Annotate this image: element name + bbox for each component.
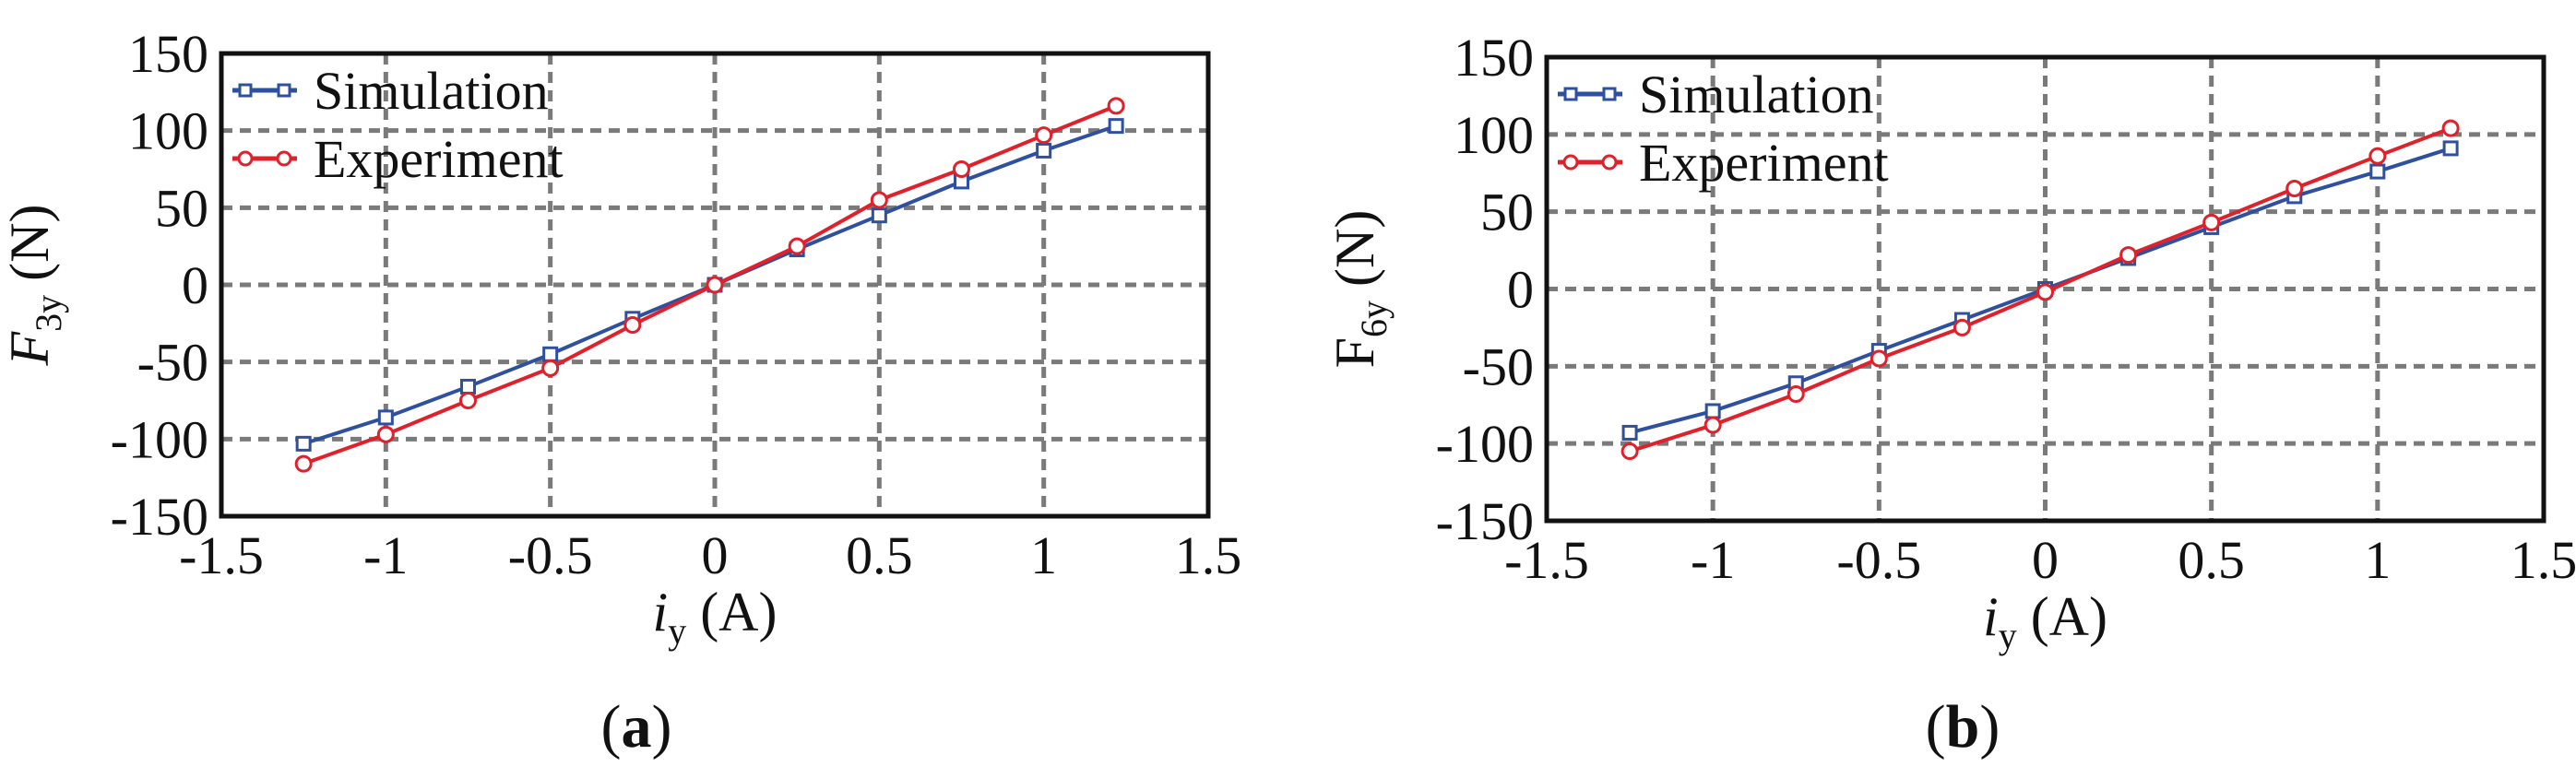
legend: Simulation Experiment [1558,65,1889,193]
y-axis-label: F6y (N) [1324,210,1395,369]
series-experiment [1620,119,2460,461]
chart-panel-a: -1.5 -1 -0.5 0 0.5 1 1.5 -150 -100 -50 0 50 100 150 iy… [0,24,1241,760]
x-tick-label: -0.5 [1836,530,1921,590]
x-tick-label: -1.5 [179,525,264,585]
series-experiment [294,97,1125,473]
x-tick-label: 0.5 [846,525,913,585]
legend-label: Simulation [1639,65,1874,124]
legend-marker [237,150,254,167]
data-point [2119,246,2138,265]
legend-marker [238,83,253,98]
x-tick-label: 1 [1030,525,1057,585]
data-point [459,392,477,409]
x-tick-label: 1.5 [1175,525,1242,585]
data-point [1107,97,1125,115]
y-tick-label: 100 [128,101,208,161]
data-point [1620,442,1639,461]
x-tick-label: 0 [2032,530,2059,590]
data-point [1870,349,1888,368]
y-tick-label: -50 [137,333,208,393]
data-point [1035,126,1053,145]
y-axis-label: F3y (N) [0,205,69,367]
y-tick-label: -150 [111,487,208,547]
data-point [2285,180,2304,198]
x-tick-label: 1.5 [2511,530,2576,590]
legend-marker [1562,154,1579,171]
y-tick-label: 150 [1454,28,1534,88]
panel-caption: (b) [1926,693,2000,760]
data-point [542,346,559,362]
data-point [460,378,476,395]
y-tick-label: -50 [1463,336,1534,396]
data-point [2202,213,2221,231]
x-axis-label: iy (A) [1983,586,2107,656]
x-tick-label: 1 [2364,530,2391,590]
x-tick-label: -1 [363,525,408,585]
data-point [2036,283,2054,301]
x-tick-label: -0.5 [508,525,593,585]
data-point [1621,424,1638,441]
chart-panel-b: -1.5 -1 -0.5 0 0.5 1 1.5 -150 -100 -50 0 50 100 150 iy… [1324,28,2576,760]
data-point [1953,318,1971,336]
data-point [2441,119,2460,137]
data-point [788,237,806,255]
legend: Simulation Experiment [232,61,564,189]
data-point [376,425,395,443]
y-tick-label: 50 [1480,183,1534,242]
y-tick-label: -100 [111,409,208,469]
y-tick-label: 100 [1454,105,1534,165]
x-tick-label: 0.5 [2178,530,2245,590]
data-point [1787,385,1805,404]
data-point [295,435,312,452]
data-point [294,454,313,473]
y-tick-label: 0 [1507,260,1534,320]
data-point [2368,147,2387,165]
data-point [1703,416,1722,434]
legend-marker [276,150,292,167]
data-point [1036,142,1052,159]
y-tick-label: -150 [1436,491,1534,551]
y-tick-label: 50 [155,178,208,238]
data-point [1108,118,1124,135]
data-point [377,409,394,426]
x-tick-label: -1.5 [1504,530,1589,590]
legend-label: Experiment [1639,133,1889,193]
legend-label: Experiment [314,129,564,189]
x-tick-label: -1 [1691,530,1735,590]
legend-label: Simulation [314,61,549,121]
data-point [706,276,724,294]
data-point [2442,140,2459,157]
data-point [2369,163,2386,180]
data-point [871,207,887,224]
legend-marker [1602,87,1617,101]
plot-frame [1544,54,2546,524]
y-tick-label: 0 [182,255,208,315]
x-axis-label: iy (A) [653,582,778,652]
panel-caption: (a) [601,693,672,760]
legend-marker [1601,154,1618,171]
y-tick-label: -100 [1436,414,1534,474]
data-point [870,191,888,209]
legend-marker [277,83,291,98]
legend-marker [1563,87,1578,101]
data-point [953,160,970,178]
data-point [541,359,560,377]
x-tick-label: 0 [702,525,729,585]
data-point [1704,403,1721,419]
y-tick-label: 150 [128,24,208,84]
plot-frame [219,51,1211,519]
data-point [623,316,642,335]
